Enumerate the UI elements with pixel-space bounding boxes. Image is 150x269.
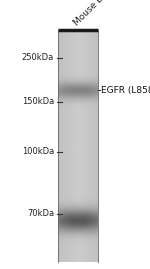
Text: Mouse brain: Mouse brain xyxy=(72,0,117,27)
Text: 150kDa: 150kDa xyxy=(22,97,54,107)
Text: EGFR (L858R): EGFR (L858R) xyxy=(101,86,150,94)
Text: 100kDa: 100kDa xyxy=(22,147,54,157)
Text: 70kDa: 70kDa xyxy=(27,210,54,218)
Text: 250kDa: 250kDa xyxy=(22,54,54,62)
